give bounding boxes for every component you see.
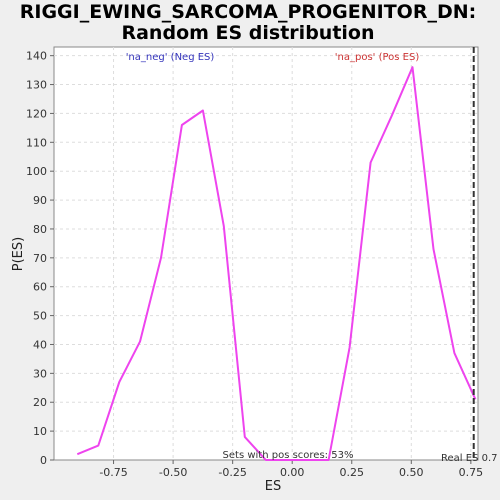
y-tick-label: 90 [33,194,47,207]
plot-area [53,46,479,461]
y-tick-label: 110 [26,136,47,149]
neg-es-label: 'na_neg' (Neg ES) [126,52,215,63]
y-tick-label: 20 [33,396,47,409]
y-tick-label: 40 [33,338,47,351]
real-es-label: Real ES 0.7 [441,453,497,464]
y-tick-label: 10 [33,425,47,438]
y-tick-label: 70 [33,252,47,265]
x-tick-label: 0.75 [459,466,484,479]
axis-ticks: 0 10 20 30 40 50 60 70 80 90 100 110 120 130 140 -0.75 -… [26,50,483,479]
pos-es-label: 'na_pos' (Pos ES) [335,52,420,63]
y-tick-label: 0 [40,454,47,467]
chart-subtitle: Random ES distribution [121,22,374,44]
y-tick-label: 130 [26,79,47,92]
y-tick-label: 140 [26,50,47,63]
x-axis-label: ES [265,479,281,494]
chart-title: RIGGI_EWING_SARCOMA_PROGENITOR_DN: [20,1,476,23]
y-tick-label: 50 [33,310,47,323]
y-tick-label: 80 [33,223,47,236]
x-tick-label: 0.50 [399,466,424,479]
y-tick-label: 30 [33,367,47,380]
x-tick-label: 0.25 [340,466,365,479]
series-marks [76,47,477,461]
x-tick-label: -0.75 [99,466,127,479]
pos-scores-note: Sets with pos scores: 53% [223,450,354,461]
x-tick-label: -0.50 [159,466,187,479]
y-tick-label: 120 [26,107,47,120]
y-axis-label: P(ES) [11,237,26,271]
series-line [76,66,477,461]
grid [54,47,478,460]
x-tick-label: -0.25 [218,466,246,479]
y-tick-label: 60 [33,281,47,294]
x-tick-label: 0.00 [280,466,305,479]
y-tick-label: 100 [26,165,47,178]
